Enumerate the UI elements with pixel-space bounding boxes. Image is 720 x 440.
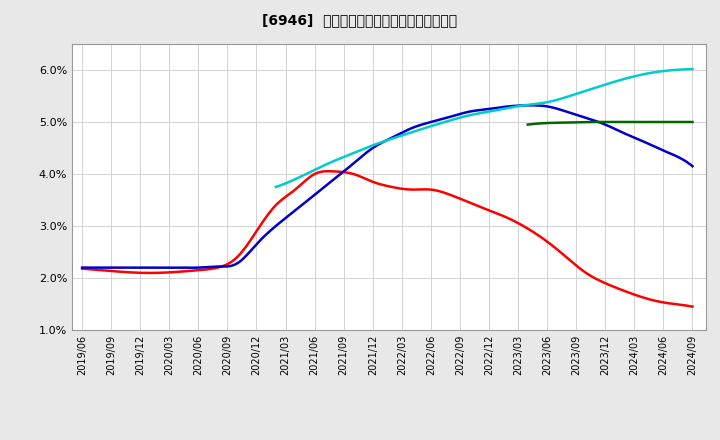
Text: [6946]  経常利益マージンの標準偏差の推移: [6946] 経常利益マージンの標準偏差の推移 bbox=[262, 13, 458, 27]
